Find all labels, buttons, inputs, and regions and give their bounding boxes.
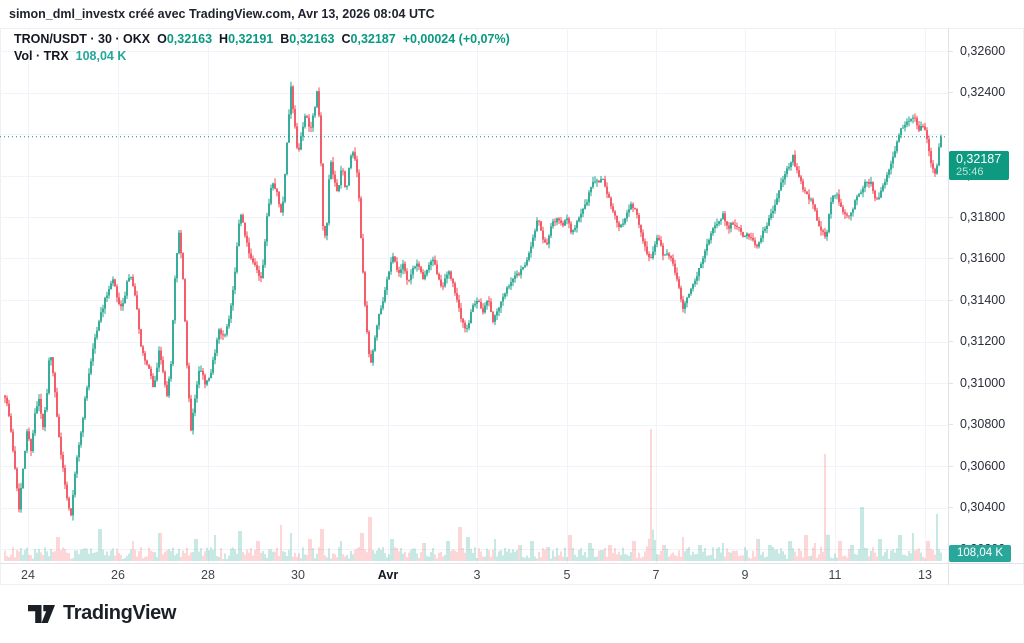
time-axis-label: 11: [828, 568, 842, 582]
volume-badge: 108,04 K: [949, 545, 1011, 562]
price-axis-label: 0,32400: [960, 85, 1006, 99]
price-axis-label: 0,30400: [960, 500, 1006, 514]
price-axis-label: 0,31000: [960, 376, 1006, 390]
change-value: +0,00024 (+0,07%): [402, 32, 510, 46]
legend-row-symbol: TRON/USDT · 30 · OKX O0,32163 H0,32191 B0,3…: [14, 31, 510, 47]
volume-indicator-value: 108,04 K: [75, 49, 127, 63]
attribution-text: simon_dml_investx créé avec TradingView.…: [9, 7, 435, 21]
bar-countdown: 25:46: [956, 166, 984, 178]
time-axis[interactable]: 24 26 28 30 Avr 3 5 7 9 11 13: [0, 564, 948, 586]
ohlc-key: H: [219, 32, 229, 46]
price-axis-label: 0,30800: [960, 417, 1006, 431]
footer-bar: TradingView: [0, 585, 1024, 643]
tradingview-logo[interactable]: TradingView: [28, 602, 176, 625]
price-axis-label: 0,30600: [960, 459, 1006, 473]
ohlc-value: 0,32163: [289, 32, 335, 46]
ohlc-values: O0,32163 H0,32191 B0,32163 C0,32187: [150, 32, 396, 46]
ohlc-key: B: [280, 32, 290, 46]
tradingview-logo-text: TradingView: [63, 602, 177, 624]
price-axis-label: 0,31600: [960, 251, 1006, 265]
symbol-title[interactable]: TRON/USDT · 30 · OKX: [14, 32, 151, 46]
ohlc-value: 0,32187: [350, 32, 396, 46]
chart-panel: TRON/USDT · 30 · OKX O0,32163 H0,32191 B0,3…: [0, 28, 1024, 585]
time-axis-label: 7: [652, 568, 660, 582]
time-axis-label: 13: [918, 568, 932, 582]
time-axis-label: 3: [473, 568, 481, 582]
ohlc-key: O: [157, 32, 167, 46]
time-axis-label: 24: [21, 568, 35, 582]
volume-indicator-label[interactable]: Vol · TRX: [14, 49, 69, 63]
ohlc-value: 0,32163: [166, 32, 213, 46]
price-axis-label: 0,31800: [960, 210, 1006, 224]
price-axis[interactable]: 0,326000,324000,320000,318000,316000,314…: [948, 28, 1024, 563]
ohlc-value: 0,32191: [228, 32, 274, 46]
price-axis-label: 0,31200: [960, 334, 1006, 348]
time-axis-label: Avr: [377, 568, 399, 582]
legend-row-volume: Vol · TRX 108,04 K: [14, 48, 510, 64]
time-axis-label: 28: [201, 568, 215, 582]
time-axis-label: 5: [563, 568, 571, 582]
last-price-badge: 0,32187 25:46: [949, 151, 1009, 180]
time-axis-label: 9: [741, 568, 749, 582]
last-price-value: 0,32187: [956, 152, 1002, 166]
chart-legend: TRON/USDT · 30 · OKX O0,32163 H0,32191 B0,3…: [14, 31, 510, 64]
tradingview-logo-icon: [28, 604, 55, 624]
time-axis-label: 30: [291, 568, 305, 582]
time-axis-label: 26: [111, 568, 125, 582]
price-axis-label: 0,31400: [960, 293, 1006, 307]
ohlc-key: C: [341, 32, 351, 46]
candlestick-chart[interactable]: [0, 28, 1024, 585]
price-axis-label: 0,32600: [960, 44, 1006, 58]
